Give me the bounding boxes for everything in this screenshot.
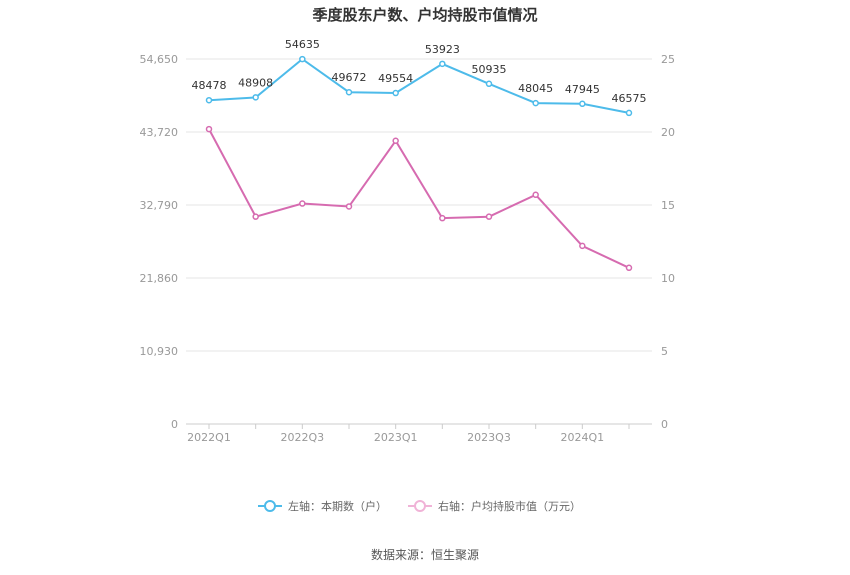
legend-item-avg-value[interactable]: 右轴：户均持股市值（万元）: [408, 499, 581, 513]
right-tick-label: 20: [661, 126, 675, 139]
data-point-0[interactable]: [392, 89, 399, 97]
data-point-1[interactable]: [345, 203, 353, 210]
series-line-0: [208, 57, 630, 114]
data-point-1[interactable]: [625, 264, 633, 272]
x-tick-label: 2024Q1: [561, 431, 605, 444]
x-tick-label: 2022Q3: [281, 431, 325, 444]
data-point-0[interactable]: [345, 88, 353, 96]
source-note: 数据来源：恒生聚源: [371, 547, 479, 562]
series-layer: [205, 55, 633, 272]
legend-avg-value-label: 右轴：户均持股市值（万元）: [438, 499, 581, 513]
series-line-1: [208, 128, 630, 269]
legend-households-label: 左轴：本期数（户）: [288, 499, 387, 513]
chart-title: 季度股东户数、户均持股市值情况: [312, 6, 537, 24]
x-tick-label: 2023Q1: [374, 431, 418, 444]
right-axis-ticks: 0 5 10 15 20 25: [661, 53, 675, 431]
right-tick-label: 15: [661, 199, 675, 212]
left-tick-label: 0: [171, 418, 178, 431]
data-point-1[interactable]: [205, 125, 213, 133]
legend-households-swatch-marker: [264, 500, 276, 512]
data-point-1[interactable]: [485, 213, 493, 220]
data-label: 49554: [378, 72, 413, 85]
data-point-0[interactable]: [439, 60, 446, 68]
data-point-1[interactable]: [392, 137, 399, 145]
data-point-1[interactable]: [532, 191, 539, 199]
legend[interactable]: 左轴：本期数（户） 右轴：户均持股市值（万元）: [258, 499, 581, 513]
x-tick-label: 2022Q1: [187, 431, 231, 444]
data-labels: 48478 48908 54635 49672 49554 53923 50935 48045…: [192, 38, 647, 105]
data-label: 50935: [472, 63, 507, 76]
right-tick-label: 10: [661, 272, 675, 285]
left-tick-label: 54,650: [140, 53, 179, 66]
data-label: 49672: [332, 71, 367, 84]
left-tick-label: 32,790: [140, 199, 179, 212]
right-tick-label: 0: [661, 418, 668, 431]
grid-lines: [186, 58, 652, 425]
right-tick-label: 25: [661, 53, 675, 66]
data-point-1[interactable]: [579, 242, 586, 250]
data-label: 53923: [425, 43, 460, 56]
left-tick-label: 10,930: [140, 345, 179, 358]
data-point-0[interactable]: [625, 109, 633, 117]
data-label: 54635: [285, 38, 320, 51]
right-tick-label: 5: [661, 345, 668, 358]
left-tick-label: 43,720: [140, 126, 179, 139]
data-point-0[interactable]: [252, 94, 259, 101]
legend-avg-value-swatch-marker: [414, 500, 426, 512]
data-label: 48908: [238, 76, 273, 89]
data-point-0[interactable]: [205, 96, 213, 104]
left-axis-ticks: 0 10,930 21,860 32,790 43,720 54,650: [140, 53, 179, 431]
data-point-1[interactable]: [252, 213, 259, 220]
data-point-0[interactable]: [485, 80, 493, 88]
data-label: 47945: [565, 83, 600, 96]
x-axis-ticks: 2022Q1 2022Q3 2023Q1 2023Q3 2024Q1: [187, 424, 630, 444]
x-tick-label: 2023Q3: [467, 431, 511, 444]
data-point-0[interactable]: [579, 100, 586, 108]
data-label: 48045: [518, 82, 553, 95]
left-tick-label: 21,860: [140, 272, 179, 285]
data-point-1[interactable]: [299, 200, 306, 207]
legend-item-households[interactable]: 左轴：本期数（户）: [258, 499, 387, 513]
data-point-0[interactable]: [299, 55, 306, 63]
data-label: 48478: [192, 79, 227, 92]
data-point-1[interactable]: [439, 214, 446, 222]
data-label: 46575: [612, 92, 647, 105]
data-point-0[interactable]: [532, 99, 539, 107]
